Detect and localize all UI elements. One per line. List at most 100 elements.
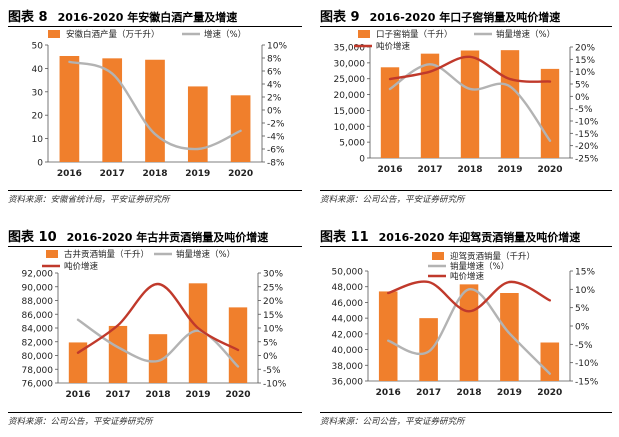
left-tick-label: 46,000: [332, 299, 364, 309]
x-tick-label: 2019: [185, 390, 210, 400]
left-tick-label: 38,000: [332, 362, 364, 372]
volume-growth-line: [388, 63, 552, 142]
right-tick-label: 5%: [575, 304, 590, 314]
x-tick-label: 2018: [457, 165, 482, 175]
chart-header: 图表 8 2016-2020 年安徽白酒产量及增速: [8, 6, 302, 27]
x-tick-label: 2018: [456, 388, 481, 398]
right-tick-label: -6%: [267, 146, 285, 156]
x-tick-label: 2017: [100, 169, 125, 179]
bar-2017: [420, 53, 440, 158]
right-tick-label: 0%: [575, 323, 590, 333]
left-tick-label: 78,000: [22, 366, 54, 376]
right-tick-label: -25%: [575, 155, 599, 165]
bar-2018: [460, 50, 480, 158]
legend-label: 古井贡酒销量（千升）: [64, 249, 149, 260]
bar-2018: [148, 334, 168, 383]
chart-panel-10: 图表 10 2016-2020 年古井贡酒销量及吨价增速 76,000 78,000…: [8, 226, 302, 431]
chart-label: 图表 9: [320, 10, 360, 25]
chart-source: 资料来源：公司公告，平安证券研究所: [8, 417, 153, 427]
left-tick-label: 30,000: [334, 59, 366, 69]
bar-2017: [108, 325, 128, 383]
right-tick-label: 15%: [575, 56, 595, 66]
chart-label: 图表 8: [8, 10, 48, 25]
x-tick-label: 2019: [497, 388, 522, 398]
x-tick-label: 2017: [417, 165, 442, 175]
right-tick-label: 10%: [575, 68, 595, 78]
chart-panel-11: 图表 11 2016-2020 年迎驾贡酒销量及吨价增速 36,000 38,000…: [320, 226, 612, 431]
legend-label: 销量增速（%）: [496, 29, 555, 40]
left-tick-label: 15,000: [334, 107, 366, 117]
volume-growth-line: [68, 60, 242, 151]
right-tick-label: 20%: [575, 44, 595, 54]
right-tick-label: 4%: [267, 81, 282, 91]
chart-8-svg: 0 10 20 30 40 50 -8% -6% -4% -2% 0% 2% 4% 6% 8% 10% 2016…: [32, 29, 288, 179]
right-tick-label: 10%: [263, 325, 283, 335]
left-tick-label: 42,000: [332, 330, 364, 340]
x-tick-label: 2020: [537, 388, 562, 398]
source-divider: [8, 190, 302, 191]
legend-bar-swatch: [358, 30, 370, 38]
left-tick-label: 92,000: [22, 270, 54, 280]
chart-panel-8: 图表 8 2016-2020 年安徽白酒产量及增速 0 10 20 30 40 50 -8% -…: [8, 6, 302, 206]
left-tick-label: 76,000: [22, 380, 54, 390]
x-tick-label: 2020: [225, 390, 250, 400]
legend-label: 吨价增速: [64, 261, 99, 272]
left-tick-label: 40,000: [332, 346, 364, 356]
x-tick-label: 2020: [228, 169, 253, 179]
right-tick-label: 6%: [267, 68, 282, 78]
left-tick-label: 10: [32, 135, 44, 145]
x-tick-label: 2016: [57, 169, 82, 179]
right-tick-label: -10%: [263, 380, 287, 390]
source-divider: [320, 412, 612, 413]
right-tick-label: 2%: [267, 94, 282, 104]
right-tick-label: 0%: [263, 352, 278, 362]
legend-label: 迎驾贡酒销量（千升）: [450, 251, 535, 262]
chart-title: 2016-2020 年古井贡酒销量及吨价增速: [66, 231, 269, 244]
left-tick-label: 36,000: [332, 378, 364, 388]
chart-label: 图表 11: [320, 230, 369, 245]
legend-label: 吨价增速: [376, 41, 411, 52]
right-tick-label: -5%: [263, 366, 281, 376]
left-tick-label: 0: [37, 159, 43, 169]
left-tick-label: 44,000: [332, 315, 364, 325]
legend-label: 销量增速（%）: [176, 249, 235, 260]
source-divider: [8, 412, 302, 413]
right-tick-label: 10%: [575, 286, 595, 296]
left-tick-label: 84,000: [22, 325, 54, 335]
left-tick-label: 20,000: [334, 91, 366, 101]
x-tick-label: 2016: [377, 165, 402, 175]
right-tick-label: -8%: [267, 159, 285, 169]
bar-2017: [419, 318, 438, 381]
bar-2016: [380, 67, 400, 158]
x-tick-label: 2016: [65, 390, 90, 400]
chart-panel-9: 图表 9 2016-2020 年口子窖销量及吨价增速 0 5,000 10,000 15…: [320, 6, 612, 206]
chart-9-svg: 0 5,000 10,000 15,000 20,000 25,000 30,000 35,0…: [334, 29, 599, 175]
x-tick-label: 2019: [185, 169, 210, 179]
left-tick-label: 10,000: [334, 123, 366, 133]
chart-10-svg: 76,000 78,000 80,000 82,000 84,000 86,000 88,0…: [22, 249, 287, 400]
legend-label: 安徽白酒产量（万千升）: [66, 29, 160, 40]
bar-2019: [188, 283, 208, 383]
bar-2020: [540, 342, 560, 381]
left-tick-label: 40: [32, 65, 44, 75]
chart-11-svg: 36,000 38,000 40,000 42,000 44,000 46,000 48,0…: [332, 251, 599, 398]
bar-2016: [59, 55, 80, 162]
bar-2018: [459, 284, 479, 381]
chart-header: 图表 10 2016-2020 年古井贡酒销量及吨价增速: [8, 226, 302, 247]
right-tick-label: -2%: [267, 120, 285, 130]
left-tick-label: 0: [359, 155, 365, 165]
chart-header: 图表 11 2016-2020 年迎驾贡酒销量及吨价增速: [320, 226, 612, 247]
left-tick-label: 35,000: [334, 44, 366, 54]
right-tick-label: -15%: [575, 130, 599, 140]
x-tick-label: 2018: [142, 169, 167, 179]
left-tick-label: 88,000: [22, 297, 54, 307]
right-tick-label: -20%: [575, 142, 599, 152]
right-tick-label: 0%: [267, 107, 282, 117]
left-tick-label: 20: [32, 112, 44, 122]
left-tick-label: 80,000: [22, 352, 54, 362]
right-tick-label: -5%: [575, 341, 593, 351]
right-tick-label: 0%: [575, 93, 590, 103]
legend-label: 增速（%）: [204, 29, 246, 40]
legend-bar-swatch: [432, 252, 444, 260]
left-tick-label: 25,000: [334, 75, 366, 85]
